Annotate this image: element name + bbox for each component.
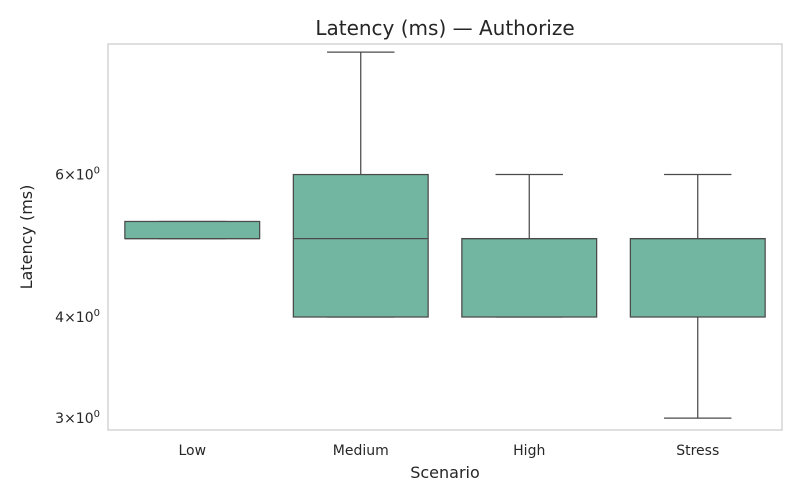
box-group-high xyxy=(461,173,598,318)
y-tick-label-4: 4×100 xyxy=(55,308,100,326)
box-low xyxy=(124,220,261,240)
y-tick-label-3: 3×100 xyxy=(55,409,100,427)
x-tick-label-high: High xyxy=(513,443,545,459)
box-high xyxy=(461,237,598,318)
x-tick-label-medium: Medium xyxy=(333,443,389,459)
x-tick-label-stress: Stress xyxy=(676,443,719,459)
box-group-stress xyxy=(629,173,766,419)
box-group-medium xyxy=(292,51,429,318)
box-medium xyxy=(292,173,429,318)
chart-title: Latency (ms) — Authorize xyxy=(315,16,574,40)
y-tick-label-6: 6×100 xyxy=(55,166,100,184)
box-series xyxy=(124,51,766,419)
x-axis-ticks: Low Medium High Stress xyxy=(178,443,719,459)
box-stress xyxy=(629,237,766,318)
y-axis-ticks: 3×100 4×100 6×100 xyxy=(55,166,100,428)
x-tick-label-low: Low xyxy=(178,443,206,459)
box-group-low xyxy=(124,220,261,240)
plot-frame xyxy=(107,43,783,431)
x-axis-label: Scenario xyxy=(410,463,480,482)
y-axis-label: Latency (ms) xyxy=(17,185,36,290)
